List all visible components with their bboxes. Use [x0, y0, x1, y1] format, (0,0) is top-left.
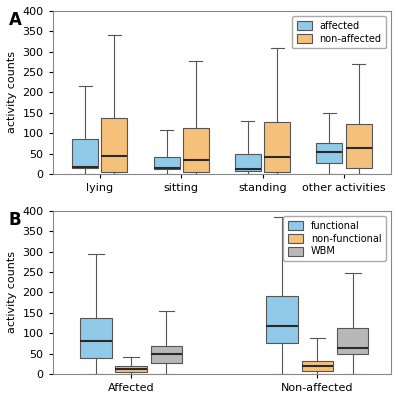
PathPatch shape: [345, 124, 371, 168]
PathPatch shape: [337, 328, 369, 354]
Text: A: A: [9, 11, 21, 29]
PathPatch shape: [72, 139, 98, 168]
PathPatch shape: [115, 366, 147, 372]
Legend: functional, non-functional, WBM: functional, non-functional, WBM: [283, 216, 386, 261]
Text: B: B: [9, 211, 21, 229]
PathPatch shape: [264, 122, 290, 172]
PathPatch shape: [151, 346, 182, 363]
PathPatch shape: [80, 318, 111, 358]
PathPatch shape: [302, 360, 333, 371]
PathPatch shape: [154, 157, 179, 169]
PathPatch shape: [183, 128, 209, 172]
PathPatch shape: [101, 118, 127, 172]
PathPatch shape: [267, 296, 298, 344]
Y-axis label: activity counts: activity counts: [7, 52, 17, 134]
Y-axis label: activity counts: activity counts: [7, 252, 17, 334]
PathPatch shape: [316, 144, 342, 163]
Legend: affected, non-affected: affected, non-affected: [292, 16, 386, 48]
PathPatch shape: [235, 154, 261, 171]
